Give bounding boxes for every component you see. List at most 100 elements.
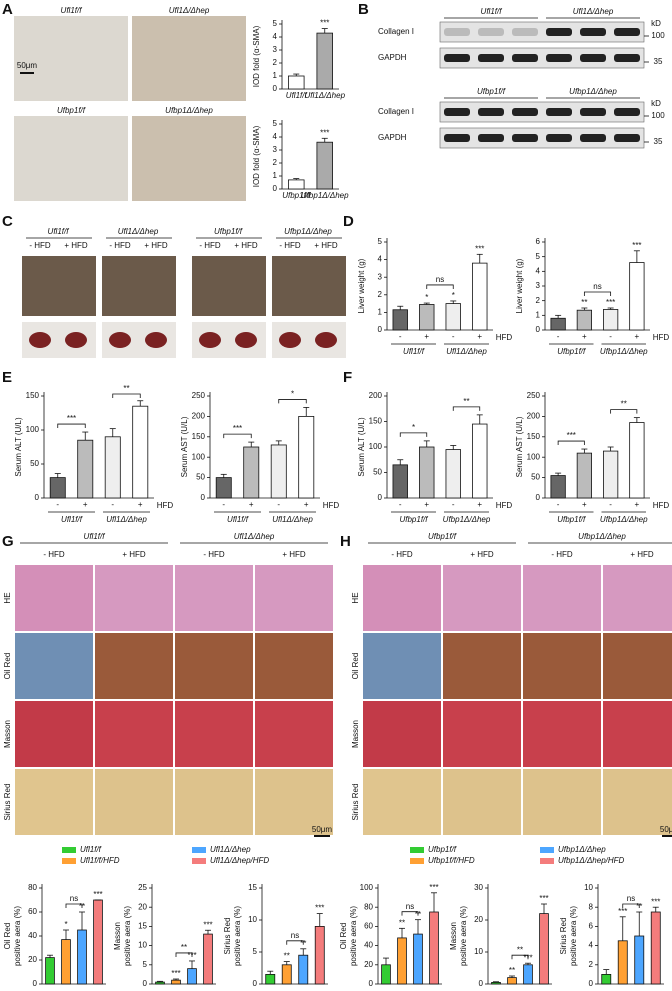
bar bbox=[429, 911, 439, 985]
y-tick-label: 5 bbox=[536, 252, 541, 261]
band bbox=[580, 134, 606, 142]
y-axis-label: Oil Red bbox=[3, 923, 12, 950]
significance: * bbox=[452, 291, 455, 300]
group-label: Ufl1Δ/Δhep bbox=[234, 532, 275, 541]
y-tick-label: 200 bbox=[527, 412, 541, 421]
scale-bar-label: 50μm bbox=[660, 825, 672, 834]
bar bbox=[507, 977, 517, 985]
bracket bbox=[286, 940, 304, 945]
x-tick-label: - bbox=[399, 500, 402, 509]
band bbox=[478, 28, 504, 36]
x-tick-label: + bbox=[138, 500, 143, 509]
y-tick-label: 100 bbox=[360, 883, 374, 892]
y-axis-label: Masson bbox=[113, 922, 122, 950]
micrograph bbox=[14, 16, 128, 101]
y-tick-label: 50 bbox=[196, 473, 205, 482]
significance: *** bbox=[618, 907, 627, 916]
y-tick-label: 0 bbox=[35, 493, 40, 502]
y-tick-label: 2 bbox=[273, 58, 278, 67]
y-tick-label: 150 bbox=[369, 417, 383, 426]
micrograph bbox=[255, 769, 333, 835]
significance: *** bbox=[651, 897, 660, 906]
panel-label: D bbox=[343, 213, 354, 230]
legend-swatch bbox=[192, 858, 206, 864]
band bbox=[614, 134, 640, 142]
bar bbox=[419, 446, 435, 499]
condition-label: + HFD bbox=[144, 241, 168, 250]
group-label: Ufbp1f/f bbox=[399, 515, 428, 524]
image-label: Ufbp1f/f bbox=[57, 106, 86, 115]
significance: ** bbox=[509, 966, 515, 975]
micrograph bbox=[95, 769, 173, 835]
micrograph bbox=[603, 633, 672, 699]
y-tick-label: 0 bbox=[479, 979, 484, 988]
micrograph bbox=[95, 565, 173, 631]
bracket bbox=[278, 399, 307, 404]
blot-frame bbox=[439, 101, 645, 123]
liver bbox=[235, 332, 257, 348]
y-axis-label: Oil Red bbox=[339, 923, 348, 950]
group-label: Ufbp1f/f bbox=[214, 227, 243, 236]
bar bbox=[298, 954, 309, 985]
bracket bbox=[557, 440, 585, 446]
y-tick-label: 1 bbox=[273, 71, 278, 80]
micrograph bbox=[255, 633, 333, 699]
y-tick-label: 100 bbox=[26, 425, 40, 434]
band bbox=[580, 108, 606, 116]
bracket bbox=[511, 954, 529, 960]
band bbox=[478, 108, 504, 116]
band bbox=[512, 134, 538, 142]
bar bbox=[316, 141, 333, 190]
legend-swatch bbox=[192, 847, 206, 853]
liver bbox=[65, 332, 87, 348]
y-tick-label: 80 bbox=[28, 883, 37, 892]
bar bbox=[265, 974, 276, 985]
y-axis-label: positive aera (%) bbox=[459, 906, 468, 966]
y-tick-label: 2 bbox=[378, 290, 383, 299]
mouse-photo bbox=[102, 256, 176, 316]
bar bbox=[576, 452, 592, 499]
bar bbox=[413, 933, 423, 985]
bar bbox=[629, 422, 645, 499]
y-tick-label: 100 bbox=[192, 452, 206, 461]
x-tick-label: + bbox=[83, 500, 88, 509]
group-label: Ufbp1Δ/Δhep bbox=[284, 227, 332, 236]
factor-label: HFD bbox=[653, 501, 670, 510]
legend-swatch bbox=[540, 858, 554, 864]
significance: *** bbox=[606, 298, 615, 307]
group-label: Ufl1f/f bbox=[84, 532, 106, 541]
protein-label: Collagen I bbox=[378, 107, 414, 116]
significance: * bbox=[412, 423, 415, 432]
y-tick-label: 0 bbox=[589, 979, 594, 988]
protein-label: GAPDH bbox=[378, 133, 407, 142]
y-tick-label: 15 bbox=[138, 922, 147, 931]
micrograph bbox=[175, 565, 253, 631]
y-tick-label: 0 bbox=[273, 84, 278, 93]
bar bbox=[45, 957, 55, 985]
bar bbox=[316, 32, 333, 90]
significance: ns bbox=[436, 275, 444, 284]
y-tick-label: 5 bbox=[273, 19, 278, 28]
y-tick-label: 6 bbox=[536, 237, 541, 246]
bar bbox=[203, 933, 213, 985]
bar bbox=[243, 446, 260, 499]
x-tick-label: + bbox=[582, 332, 587, 341]
y-tick-label: 25 bbox=[138, 883, 147, 892]
group-label: Ufl1f/f bbox=[227, 515, 249, 524]
micrograph bbox=[603, 769, 672, 835]
y-axis-label: positive aera (%) bbox=[123, 906, 132, 966]
group-label: Ufl1Δ/Δhep bbox=[118, 227, 159, 236]
bar bbox=[634, 935, 645, 985]
micrograph bbox=[443, 565, 521, 631]
mouse-photo bbox=[22, 256, 96, 316]
panel-label: F bbox=[343, 369, 352, 386]
bracket bbox=[65, 903, 83, 908]
band bbox=[512, 28, 538, 36]
micrograph bbox=[132, 16, 246, 101]
significance: *** bbox=[567, 431, 576, 440]
significance: ** bbox=[517, 945, 523, 954]
x-tick-label: + bbox=[635, 332, 640, 341]
bar bbox=[550, 475, 566, 499]
group-label: Ufbp1Δ/Δhep bbox=[569, 87, 617, 96]
